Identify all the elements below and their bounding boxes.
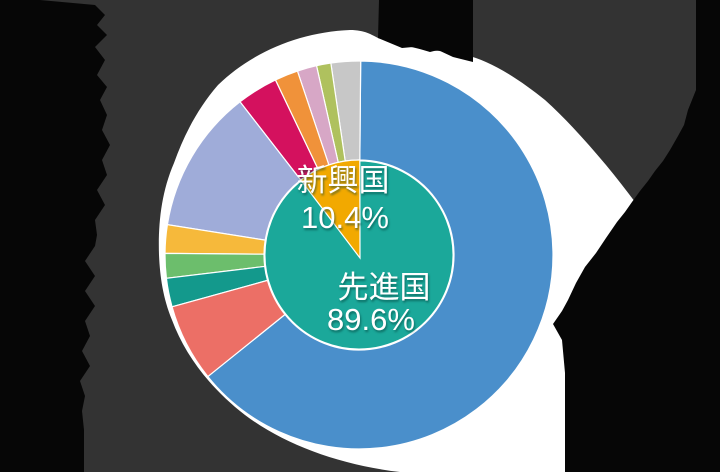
svg-text:89.6%: 89.6% bbox=[327, 302, 415, 337]
svg-text:新興国: 新興国 bbox=[297, 163, 390, 198]
svg-text:先進国: 先進国 bbox=[338, 270, 431, 305]
svg-text:10.4%: 10.4% bbox=[301, 200, 389, 235]
